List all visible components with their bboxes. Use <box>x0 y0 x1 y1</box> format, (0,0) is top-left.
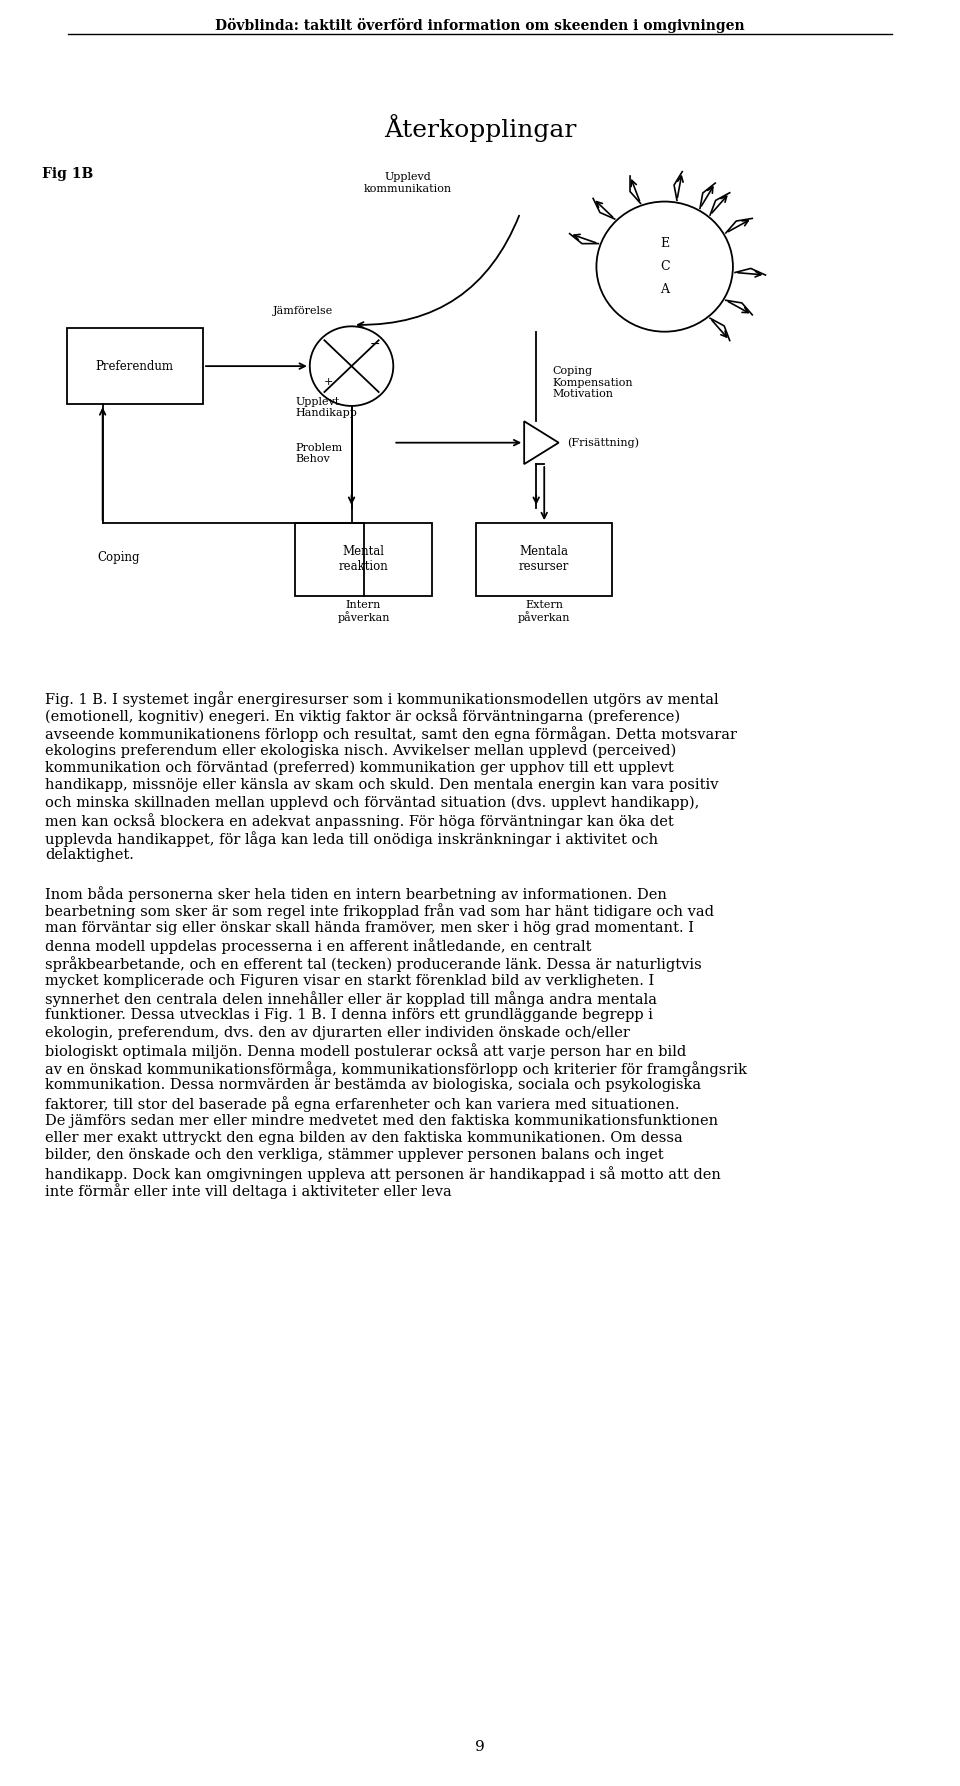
Text: bilder, den önskade och den verkliga, stämmer upplever personen balans och inget: bilder, den önskade och den verkliga, st… <box>45 1148 663 1163</box>
Text: Upplevd
kommunikation: Upplevd kommunikation <box>364 171 452 195</box>
Text: Dövblinda: taktilt överförd information om skeenden i omgivningen: Dövblinda: taktilt överförd information … <box>215 18 745 32</box>
Text: kommunikation. Dessa normvärden är bestämda av biologiska, sociala och psykologi: kommunikation. Dessa normvärden är bestä… <box>45 1079 701 1093</box>
Text: Upplevt
Handikapp: Upplevt Handikapp <box>296 396 357 418</box>
Text: Intern
påverkan: Intern påverkan <box>337 600 390 623</box>
Text: eller mer exakt uttryckt den egna bilden av den faktiska kommunikationen. Om des: eller mer exakt uttryckt den egna bilden… <box>45 1131 683 1145</box>
Text: Coping
Kompensation
Motivation: Coping Kompensation Motivation <box>552 366 633 400</box>
Text: bearbetning som sker är som regel inte frikopplad från vad som har hänt tidigare: bearbetning som sker är som regel inte f… <box>45 904 714 920</box>
Text: (emotionell, kognitiv) enegeri. En viktig faktor är också förväntningarna (prefe: (emotionell, kognitiv) enegeri. En vikti… <box>45 709 680 725</box>
Circle shape <box>596 202 732 332</box>
Text: faktorer, till stor del baserade på egna erfarenheter och kan variera med situat: faktorer, till stor del baserade på egna… <box>45 1097 680 1113</box>
Text: mycket komplicerade och Figuren visar en starkt förenklad bild av verkligheten. : mycket komplicerade och Figuren visar en… <box>45 973 655 988</box>
Text: Mental
reaktion: Mental reaktion <box>339 545 389 573</box>
Text: A: A <box>660 284 669 296</box>
Text: funktioner. Dessa utvecklas i Fig. 1 B. I denna införs ett grundläggande begrepp: funktioner. Dessa utvecklas i Fig. 1 B. … <box>45 1009 653 1023</box>
Text: (Frisättning): (Frisättning) <box>566 438 638 448</box>
FancyBboxPatch shape <box>476 523 612 597</box>
Text: handikapp. Dock kan omgivningen uppleva att personen är handikappad i så motto a: handikapp. Dock kan omgivningen uppleva … <box>45 1166 721 1182</box>
Text: av en önskad kommunikationsförmåga, kommunikationsförlopp och kriterier för fram: av en önskad kommunikationsförmåga, komm… <box>45 1061 747 1077</box>
Text: Preferendum: Preferendum <box>96 359 174 373</box>
Text: handikapp, missnöje eller känsla av skam och skuld. Den mentala energin kan vara: handikapp, missnöje eller känsla av skam… <box>45 779 718 793</box>
Text: Extern
påverkan: Extern påverkan <box>518 600 570 623</box>
Text: ekologin, preferendum, dvs. den av djurarten eller individen önskade och/eller: ekologin, preferendum, dvs. den av djura… <box>45 1025 630 1039</box>
Text: Jämförelse: Jämförelse <box>274 307 333 316</box>
Text: −: − <box>370 338 380 350</box>
Text: denna modell uppdelas processerna i en afferent inåtledande, en centralt: denna modell uppdelas processerna i en a… <box>45 938 591 954</box>
Text: 9: 9 <box>475 1740 485 1754</box>
Text: Återkopplingar: Återkopplingar <box>384 114 576 141</box>
Text: kommunikation och förväntad (preferred) kommunikation ger upphov till ett upplev: kommunikation och förväntad (preferred) … <box>45 761 674 775</box>
FancyArrowPatch shape <box>358 216 519 327</box>
FancyBboxPatch shape <box>296 523 432 597</box>
Text: och minska skillnaden mellan upplevd och förväntad situation (dvs. upplevt handi: och minska skillnaden mellan upplevd och… <box>45 797 700 811</box>
Text: men kan också blockera en adekvat anpassning. För höga förväntningar kan öka det: men kan också blockera en adekvat anpass… <box>45 813 674 829</box>
Polygon shape <box>524 421 559 464</box>
Text: delaktighet.: delaktighet. <box>45 848 133 863</box>
Text: +: + <box>324 377 333 388</box>
Text: Mentala
resurser: Mentala resurser <box>519 545 569 573</box>
FancyBboxPatch shape <box>66 329 203 404</box>
Text: C: C <box>660 261 669 273</box>
Text: Coping: Coping <box>98 552 140 564</box>
Text: Inom båda personerna sker hela tiden en intern bearbetning av informationen. Den: Inom båda personerna sker hela tiden en … <box>45 886 667 902</box>
Text: ekologins preferendum eller ekologiska nisch. Avvikelser mellan upplevd (perceiv: ekologins preferendum eller ekologiska n… <box>45 743 676 757</box>
Text: Problem
Behov: Problem Behov <box>296 443 343 464</box>
Text: språkbearbetande, och en efferent tal (tecken) producerande länk. Dessa är natur: språkbearbetande, och en efferent tal (t… <box>45 956 702 972</box>
Text: inte förmår eller inte vill deltaga i aktiviteter eller leva: inte förmår eller inte vill deltaga i ak… <box>45 1184 452 1200</box>
Text: Fig. 1 B. I systemet ingår energiresurser som i kommunikationsmodellen utgörs av: Fig. 1 B. I systemet ingår energiresurse… <box>45 691 719 707</box>
Circle shape <box>310 327 394 405</box>
Text: synnerhet den centrala delen innehåller eller är kopplad till många andra mental: synnerhet den centrala delen innehåller … <box>45 991 657 1007</box>
Text: avseende kommunikationens förlopp och resultat, samt den egna förmågan. Detta mo: avseende kommunikationens förlopp och re… <box>45 725 737 741</box>
Text: biologiskt optimala miljön. Denna modell postulerar också att varje person har e: biologiskt optimala miljön. Denna modell… <box>45 1043 686 1059</box>
Text: E: E <box>660 238 669 250</box>
Text: upplevda handikappet, för låga kan leda till onödiga inskränkningar i aktivitet : upplevda handikappet, för låga kan leda … <box>45 830 659 847</box>
Text: De jämförs sedan mer eller mindre medvetet med den faktiska kommunikationsfunkti: De jämförs sedan mer eller mindre medvet… <box>45 1113 718 1127</box>
Text: Fig 1B: Fig 1B <box>42 168 94 180</box>
Text: man förväntar sig eller önskar skall hända framöver, men sker i hög grad momenta: man förväntar sig eller önskar skall hän… <box>45 922 694 936</box>
